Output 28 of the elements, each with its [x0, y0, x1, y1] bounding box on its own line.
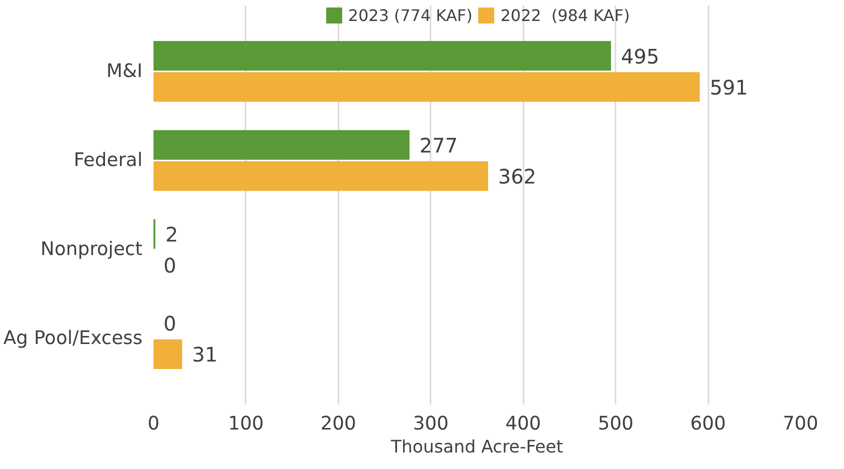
bar	[154, 72, 700, 102]
data-label: 277	[420, 133, 458, 158]
data-label: 0	[164, 254, 176, 278]
x-axis-title: Thousand Acre-Feet	[390, 438, 564, 458]
x-tick-label: 700	[782, 414, 818, 434]
x-tick-label: 500	[598, 414, 634, 434]
x-tick-label: 0	[148, 414, 160, 434]
data-label: 31	[192, 342, 218, 367]
bar	[154, 130, 410, 160]
x-tick-label: 300	[412, 414, 449, 434]
y-tick-label: Ag Pool/Excess	[3, 328, 142, 350]
x-tick-label: 400	[505, 414, 542, 434]
bar	[154, 339, 182, 369]
bar	[154, 161, 488, 191]
data-label: 591	[710, 75, 748, 100]
data-label: 0	[164, 312, 176, 336]
data-label: 362	[498, 164, 536, 189]
data-label: 2	[165, 222, 178, 246]
y-tick-label: M&I	[106, 60, 143, 82]
y-tick-label: Federal	[74, 150, 142, 171]
legend-label: 2023 (774 KAF)	[348, 6, 472, 24]
legend-label: 2022 (984 KAF)	[500, 6, 630, 24]
x-tick-label: 600	[690, 414, 726, 434]
x-tick-label: 200	[320, 414, 356, 434]
bar	[154, 41, 612, 71]
y-tick-label: Nonproject	[40, 239, 143, 260]
data-label: 495	[621, 44, 660, 68]
x-tick-label: 100	[228, 414, 264, 434]
